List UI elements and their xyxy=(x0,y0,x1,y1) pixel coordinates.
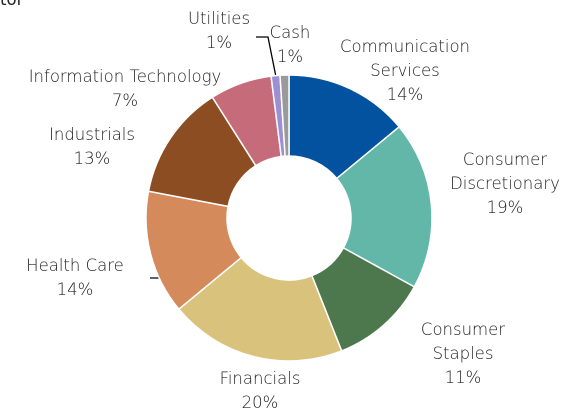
slice-label: Industrials xyxy=(49,125,135,144)
slice-value-label: 14% xyxy=(386,85,424,104)
slice-label: Health Care xyxy=(26,256,124,275)
slice-value-label: 19% xyxy=(486,198,524,217)
slice-value-label: 7% xyxy=(111,91,139,110)
slice-value-label: 1% xyxy=(205,33,233,52)
donut-slice xyxy=(177,256,343,362)
slice-label: Communication Services xyxy=(339,37,471,80)
chart-title: tor xyxy=(0,0,23,9)
slice-label: Financials xyxy=(219,369,301,388)
slice-label: Cash xyxy=(269,23,311,42)
slice-value-label: 11% xyxy=(444,368,482,387)
donut-slice xyxy=(335,125,433,288)
slice-value-label: 14% xyxy=(56,280,94,299)
slice-label: Consumer Staples xyxy=(420,320,506,363)
slice-value-label: 20% xyxy=(241,393,279,409)
slice-label: Consumer Discretionary xyxy=(450,150,560,193)
slice-label: Information Technology xyxy=(28,67,222,86)
slice-label: Utilities xyxy=(187,9,251,28)
slice-value-label: 1% xyxy=(276,47,304,66)
slice-value-label: 13% xyxy=(73,149,111,168)
donut-slice xyxy=(279,74,290,157)
